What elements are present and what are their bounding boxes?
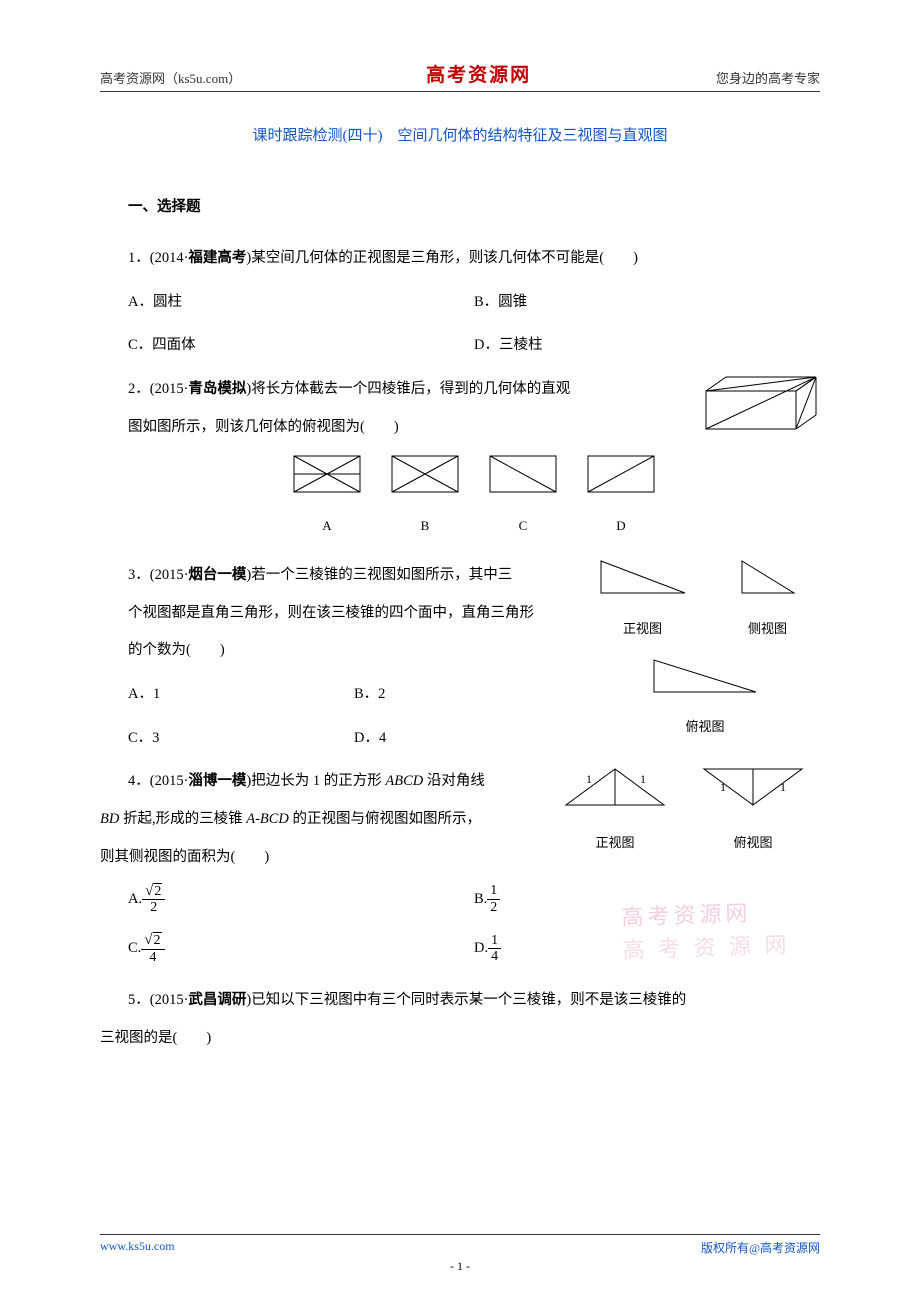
section-heading: 一、选择题 bbox=[128, 195, 820, 216]
q3-top-view: 俯视图 bbox=[650, 656, 760, 745]
q3-front-label: 正视图 bbox=[590, 612, 695, 646]
q1-prefix: 1．(2014· bbox=[128, 250, 188, 266]
q1-options-row2: C．四面体 D．三棱柱 bbox=[128, 327, 820, 365]
page-title: 课时跟踪检测(四十) 空间几何体的结构特征及三视图与直观图 bbox=[100, 124, 820, 145]
q1-source: 福建高考 bbox=[188, 250, 246, 266]
q3-options-row2: C．3 D．4 bbox=[128, 720, 580, 758]
question-4: 1 1 正视图 1 1 俯视图 4．(2015·淄博一模)把边长为 1 的正方形… bbox=[128, 763, 820, 967]
question-5: 5．(2015·武昌调研)已知以下三视图中有三个同时表示某一个三棱锥，则不是该三… bbox=[128, 982, 820, 1057]
q3-front-view: 正视图 bbox=[590, 557, 695, 646]
q3-option-a: A．1 bbox=[128, 676, 354, 714]
q5-stem-line2: 三视图的是( ) bbox=[128, 1020, 820, 1058]
footer: www.ks5u.com 版权所有@高考资源网 bbox=[100, 1234, 820, 1256]
q2-fig-b: B bbox=[390, 454, 460, 543]
header-tagline: 您身边的高考专家 bbox=[716, 68, 820, 87]
q3-source: 烟台一模 bbox=[188, 567, 246, 583]
footer-copyright: 版权所有@高考资源网 bbox=[701, 1239, 820, 1256]
cuboid-cut-icon bbox=[700, 371, 820, 435]
q1-option-d: D．三棱柱 bbox=[474, 327, 820, 365]
header: 高考资源网（ks5u.com） 高考资源网 您身边的高考专家 bbox=[100, 60, 820, 92]
q3-side-label: 侧视图 bbox=[715, 612, 820, 646]
q4-option-d: D.14 bbox=[474, 930, 820, 968]
q4-options-row1: A.√22 B.12 bbox=[128, 881, 820, 919]
q4-option-c: C.√24 bbox=[128, 930, 474, 968]
header-brand: 高考资源网 bbox=[426, 60, 531, 87]
q3-option-b: B．2 bbox=[354, 676, 580, 714]
isoceles-triangle-icon: 1 1 bbox=[560, 763, 670, 811]
question-2: 2．(2015·青岛模拟)将长方体截去一个四棱锥后，得到的几何体的直观 图如图所… bbox=[128, 371, 820, 543]
question-1: 1．(2014·福建高考)某空间几何体的正视图是三角形，则该几何体不可能是( )… bbox=[128, 240, 820, 365]
q1-options: A．圆柱 B．圆锥 bbox=[128, 284, 820, 322]
q1-option-b: B．圆锥 bbox=[474, 284, 820, 322]
svg-text:1: 1 bbox=[586, 772, 592, 786]
q4-r2c: 的正视图与俯视图如图所示， bbox=[289, 811, 481, 827]
rect-diag1-icon bbox=[488, 454, 558, 494]
q3-side-view: 侧视图 bbox=[715, 557, 820, 646]
q1-rest: )某空间几何体的正视图是三角形，则该几何体不可能是( ) bbox=[246, 250, 637, 266]
right-triangle-icon bbox=[597, 557, 689, 597]
q2-source: 青岛模拟 bbox=[188, 381, 246, 397]
right-triangle-icon bbox=[738, 557, 798, 597]
question-3: 正视图 侧视图 俯视图 3．(2015·烟台一模)若一个三棱锥的三视图如图所示，… bbox=[128, 557, 820, 763]
q5-stem-line1: 5．(2015·武昌调研)已知以下三视图中有三个同时表示某一个三棱锥，则不是该三… bbox=[128, 982, 820, 1020]
rect-diag2-icon bbox=[586, 454, 656, 494]
q2-fig-c: C bbox=[488, 454, 558, 543]
q1-stem: 1．(2014·福建高考)某空间几何体的正视图是三角形，则该几何体不可能是( ) bbox=[128, 240, 820, 278]
q4-abcd2: A-BCD bbox=[246, 811, 289, 827]
q4-top-view: 1 1 俯视图 bbox=[698, 763, 808, 860]
right-triangle-icon bbox=[650, 656, 760, 696]
q2-prefix: 2．(2015· bbox=[128, 381, 188, 397]
q4-option-a: A.√22 bbox=[128, 881, 474, 919]
q3-prefix: 3．(2015· bbox=[128, 567, 188, 583]
q1-option-c: C．四面体 bbox=[128, 327, 474, 365]
svg-text:1: 1 bbox=[640, 772, 646, 786]
q2-fig-d: D bbox=[586, 454, 656, 543]
rect-x-diag-icon bbox=[292, 454, 362, 494]
q3-rest1: )若一个三棱锥的三视图如图所示，其中三 bbox=[246, 567, 512, 583]
q2-label-a: A bbox=[292, 509, 362, 543]
q4-option-b: B.12 bbox=[474, 881, 820, 919]
q2-fig-a: A bbox=[292, 454, 362, 543]
footer-url: www.ks5u.com bbox=[100, 1239, 175, 1256]
q4-bd: BD bbox=[100, 811, 119, 827]
q4-options-row2: C.√24 D.14 bbox=[128, 930, 820, 968]
q5-rest1: )已知以下三视图中有三个同时表示某一个三棱锥，则不是该三棱锥的 bbox=[246, 992, 686, 1008]
header-source: 高考资源网（ks5u.com） bbox=[100, 68, 241, 87]
q4-r2b: 折起,形成的三棱锥 bbox=[119, 811, 246, 827]
q1-option-a: A．圆柱 bbox=[128, 284, 474, 322]
q5-source: 武昌调研 bbox=[188, 992, 246, 1008]
q4-front-view: 1 1 正视图 bbox=[560, 763, 670, 860]
q4-front-label: 正视图 bbox=[560, 826, 670, 860]
q2-options-figures: A B C D bbox=[128, 454, 820, 543]
q4-source: 淄博一模 bbox=[188, 773, 246, 789]
q4-top-label: 俯视图 bbox=[698, 826, 808, 860]
q2-rest1: )将长方体截去一个四棱锥后，得到的几何体的直观 bbox=[246, 381, 570, 397]
q2-label-c: C bbox=[488, 509, 558, 543]
q3-option-d: D．4 bbox=[354, 720, 580, 758]
q2-label-d: D bbox=[586, 509, 656, 543]
q4-r1b: 沿对角线 bbox=[423, 773, 485, 789]
q2-label-b: B bbox=[390, 509, 460, 543]
q3-options: A．1 B．2 bbox=[128, 676, 580, 714]
q2-perspective-figure bbox=[700, 371, 820, 435]
q4-r1: )把边长为 1 的正方形 bbox=[246, 773, 385, 789]
rect-x-icon bbox=[390, 454, 460, 494]
page-number: - 1 - bbox=[0, 1259, 920, 1274]
q3-three-views: 正视图 侧视图 俯视图 bbox=[590, 557, 820, 744]
q3-option-c: C．3 bbox=[128, 720, 354, 758]
q4-views: 1 1 正视图 1 1 俯视图 bbox=[560, 763, 820, 860]
q3-top-label: 俯视图 bbox=[650, 710, 760, 744]
down-triangle-icon: 1 1 bbox=[698, 763, 808, 811]
svg-text:1: 1 bbox=[780, 780, 786, 794]
q5-prefix: 5．(2015· bbox=[128, 992, 188, 1008]
q4-prefix: 4．(2015· bbox=[128, 773, 188, 789]
svg-text:1: 1 bbox=[720, 780, 726, 794]
q4-abcd: ABCD bbox=[385, 773, 423, 789]
